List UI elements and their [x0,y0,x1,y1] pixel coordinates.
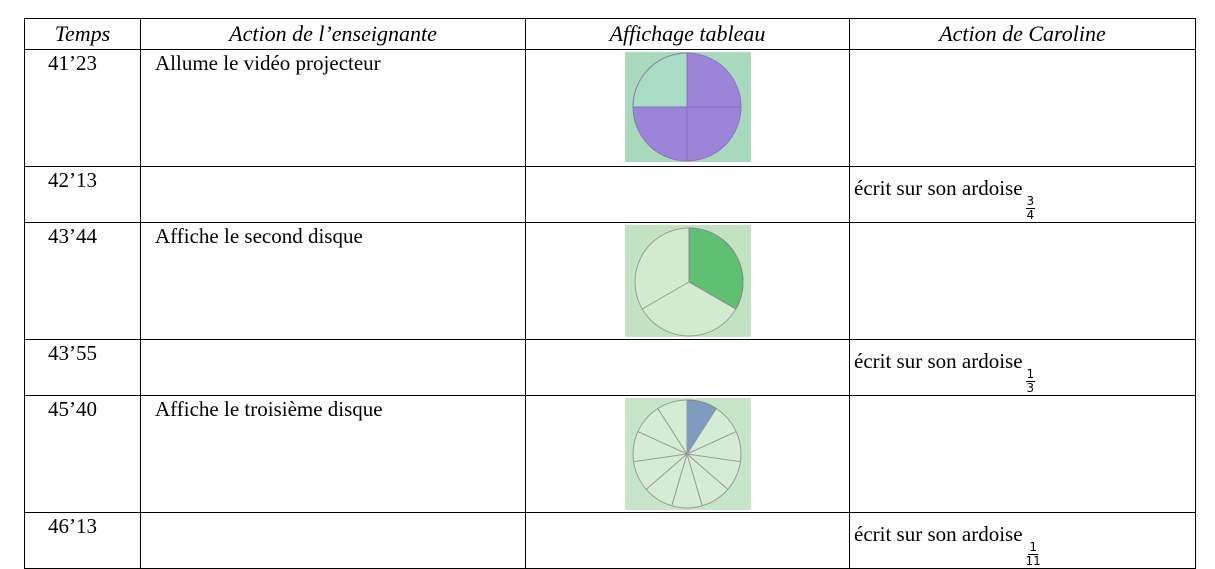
time: 43’44 [24,222,141,340]
board [525,512,850,569]
denominator: 11 [1025,554,1041,568]
numerator: 1 [1025,367,1036,382]
row: 46’13 écrit sur son ardoise 1 11 [24,512,1196,569]
caroline: écrit sur son ardoise 3 4 [849,166,1196,223]
numerator: 1 [1028,540,1038,555]
caroline: écrit sur son ardoise 1 3 [849,339,1196,396]
header-row: Temps Action de l’enseignante Affichage … [24,18,1196,50]
action [140,512,526,569]
time: 42’13 [24,166,141,223]
caroline-text: écrit sur son ardoise [854,349,1023,373]
header-cell: Affichage tableau [525,18,850,50]
row: 41’23 Allume le vidéo projecteur [24,49,1196,167]
row: 43’55 écrit sur son ardoise 1 3 [24,339,1196,396]
denominator: 4 [1026,208,1035,222]
time: 45’40 [24,395,141,513]
header-cell: Action de Caroline [849,18,1196,50]
caroline: écrit sur son ardoise 1 11 [849,512,1196,569]
action: Affiche le troisième disque [140,395,526,513]
disk-elevenths [624,398,751,510]
header-cell: Action de l’enseignante [140,18,526,50]
board [525,49,850,167]
caroline-text: écrit sur son ardoise [854,176,1023,200]
fraction: 1 11 [1026,541,1041,568]
board [525,222,850,340]
caroline [849,49,1196,167]
caroline [849,222,1196,340]
action [140,339,526,396]
action: Affiche le second disque [140,222,526,340]
disk-thirds [624,225,751,337]
board [525,395,850,513]
action [140,166,526,223]
action: Allume le vidéo projecteur [140,49,526,167]
time: 46’13 [24,512,141,569]
time: 41’23 [24,49,141,167]
row: 45’40 Affiche le troisième disque [24,395,1196,513]
timeline-table: Temps Action de l’enseignante Affichage … [24,18,1196,569]
caroline-text: écrit sur son ardoise [854,522,1023,546]
time: 43’55 [24,339,141,396]
caroline [849,395,1196,513]
numerator: 3 [1025,194,1036,209]
disk-quarters [624,52,751,162]
row: 43’44 Affiche le second disque [24,222,1196,340]
page: Temps Action de l’enseignante Affichage … [24,18,1196,569]
board [525,166,850,223]
denominator: 3 [1026,381,1035,395]
header-cell: Temps [24,18,141,50]
board [525,339,850,396]
row: 42’13 écrit sur son ardoise 3 4 [24,166,1196,223]
